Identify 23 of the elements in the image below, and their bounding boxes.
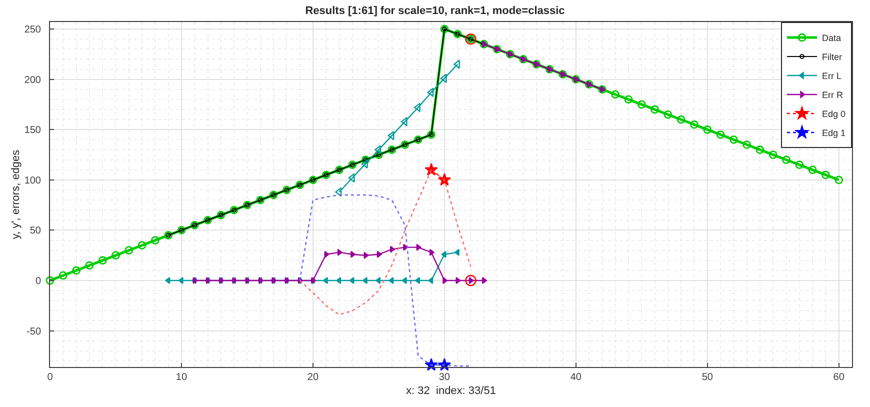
x-tick-label: 20 [307, 372, 319, 383]
y-axis-title: y, y', errors, edges [10, 149, 22, 240]
y-tick-label: 50 [30, 226, 42, 237]
chart-title: Results [1:61] for scale=10, rank=1, mode=classic [305, 4, 565, 17]
legend-label: Err L [822, 71, 842, 82]
x-axis-title: x: 32 index: 33/51 [406, 385, 496, 398]
y-tick-label: 0 [35, 276, 42, 287]
y-tick-label: 250 [24, 24, 42, 36]
x-tick-label: 40 [570, 372, 582, 383]
y-tick-label: 100 [24, 175, 42, 186]
y-tick-label: 200 [24, 74, 42, 86]
legend-label: Edg 1 [822, 128, 846, 138]
x-tick-label: 50 [702, 372, 714, 383]
x-tick-label: 0 [47, 372, 54, 383]
y-tick-label: -50 [26, 326, 42, 338]
x-tick-label: 30 [438, 372, 450, 383]
y-tick-label: 150 [24, 125, 42, 136]
legend-label: Edg 0 [822, 109, 846, 120]
x-tick-label: 10 [176, 372, 188, 383]
legend-label: Data [822, 33, 842, 44]
x-tick-label: 60 [833, 372, 845, 383]
legend-label: Err R [822, 90, 844, 100]
legend-label: Filter [822, 52, 842, 62]
